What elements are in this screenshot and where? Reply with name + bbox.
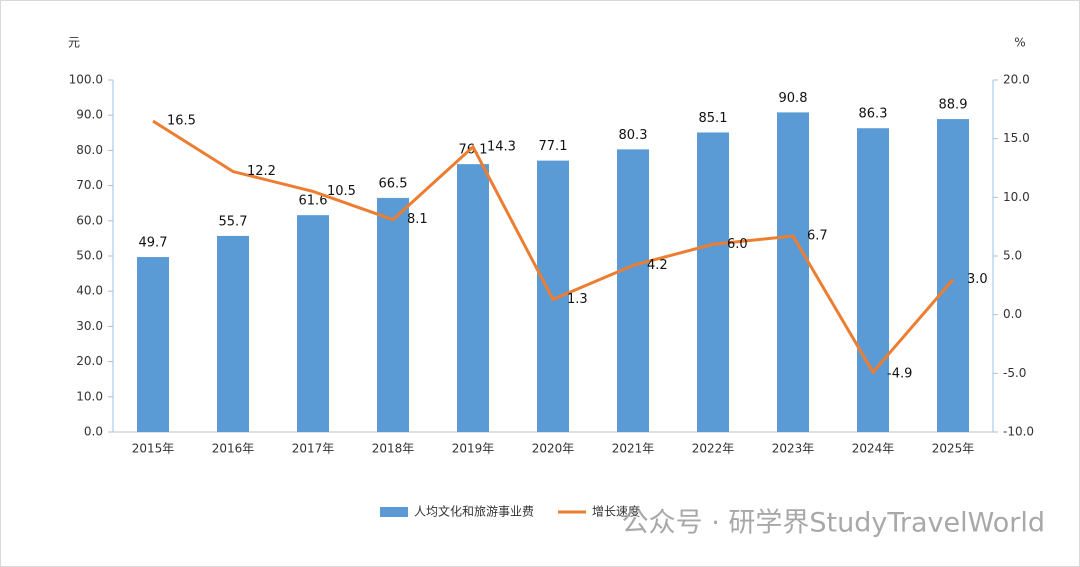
x-tick-label: 2022年 xyxy=(692,442,735,456)
bar-value-label: 88.9 xyxy=(939,98,968,113)
y-tick-label: 100.0 xyxy=(69,73,103,87)
legend-label: 增长速度 xyxy=(592,504,640,519)
bar xyxy=(297,215,329,432)
y2-unit: % xyxy=(1014,36,1025,50)
bar-value-label: 90.8 xyxy=(779,91,808,106)
y-tick-label: 30.0 xyxy=(76,319,103,333)
y-tick-label: 10.0 xyxy=(76,389,103,403)
bar xyxy=(937,119,969,433)
y-tick-label: 70.0 xyxy=(76,178,103,192)
bar xyxy=(857,128,889,432)
x-tick-label: 2019年 xyxy=(452,442,495,456)
x-tick-label: 2025年 xyxy=(932,442,975,456)
line-value-label: 10.5 xyxy=(327,184,356,199)
y-tick-label: 60.0 xyxy=(76,213,103,227)
y2-tick-label: 10.0 xyxy=(1003,190,1030,204)
y-unit: 元 xyxy=(68,36,80,50)
x-tick-label: 2015年 xyxy=(132,442,175,456)
legend-swatch xyxy=(380,507,408,517)
line-value-label: 8.1 xyxy=(407,212,428,227)
y-tick-label: 90.0 xyxy=(76,108,103,122)
legend-label: 人均文化和旅游事业费 xyxy=(414,504,534,519)
y2-tick-label: 5.0 xyxy=(1003,249,1022,263)
bar xyxy=(137,257,169,432)
bar xyxy=(457,164,489,433)
y-tick-label: 20.0 xyxy=(76,354,103,368)
watermark: 公众号 · 研学界StudyTravelWorld xyxy=(622,508,1045,539)
bar-value-label: 86.3 xyxy=(859,107,888,122)
bar-value-label: 85.1 xyxy=(699,111,728,126)
y2-tick-label: 0.0 xyxy=(1003,307,1022,321)
line-value-label: 1.3 xyxy=(567,292,588,307)
y-tick-label: 40.0 xyxy=(76,284,103,298)
x-tick-label: 2018年 xyxy=(372,442,415,456)
bar-value-label: 61.6 xyxy=(299,194,328,209)
bar-value-label: 77.1 xyxy=(539,139,568,154)
line-value-label: 3.0 xyxy=(967,272,988,287)
bar-value-label: 66.5 xyxy=(379,176,408,191)
x-tick-label: 2020年 xyxy=(532,442,575,456)
bar xyxy=(217,235,249,432)
x-tick-label: 2017年 xyxy=(292,442,335,456)
y2-tick-label: 20.0 xyxy=(1003,73,1030,87)
x-tick-label: 2023年 xyxy=(772,442,815,456)
bar xyxy=(777,112,809,432)
y2-tick-label: -5.0 xyxy=(1003,366,1026,380)
x-tick-label: 2016年 xyxy=(212,442,255,456)
bar xyxy=(377,197,409,432)
line xyxy=(152,119,955,375)
line-value-label: 4.2 xyxy=(647,258,668,273)
y-tick-label: 50.0 xyxy=(76,249,103,263)
bar xyxy=(617,149,649,432)
x-tick-label: 2024年 xyxy=(852,442,895,456)
bar xyxy=(697,132,729,432)
line-value-label: 6.7 xyxy=(807,229,828,244)
y2-tick-label: 15.0 xyxy=(1003,131,1030,145)
line-value-label: 14.3 xyxy=(487,139,516,154)
line-value-label: 6.0 xyxy=(727,237,748,252)
y2-tick-label: -10.0 xyxy=(1003,425,1034,439)
bar-value-label: 55.7 xyxy=(219,214,248,229)
line-value-label: 16.5 xyxy=(167,114,196,129)
bar-value-label: 80.3 xyxy=(619,128,648,143)
x-tick-label: 2021年 xyxy=(612,442,655,456)
y-tick-label: 0.0 xyxy=(84,425,103,439)
line-value-label: -4.9 xyxy=(887,367,912,382)
line-value-label: 12.2 xyxy=(247,164,276,179)
y-tick-label: 80.0 xyxy=(76,143,103,157)
bar-value-label: 49.7 xyxy=(139,236,168,251)
